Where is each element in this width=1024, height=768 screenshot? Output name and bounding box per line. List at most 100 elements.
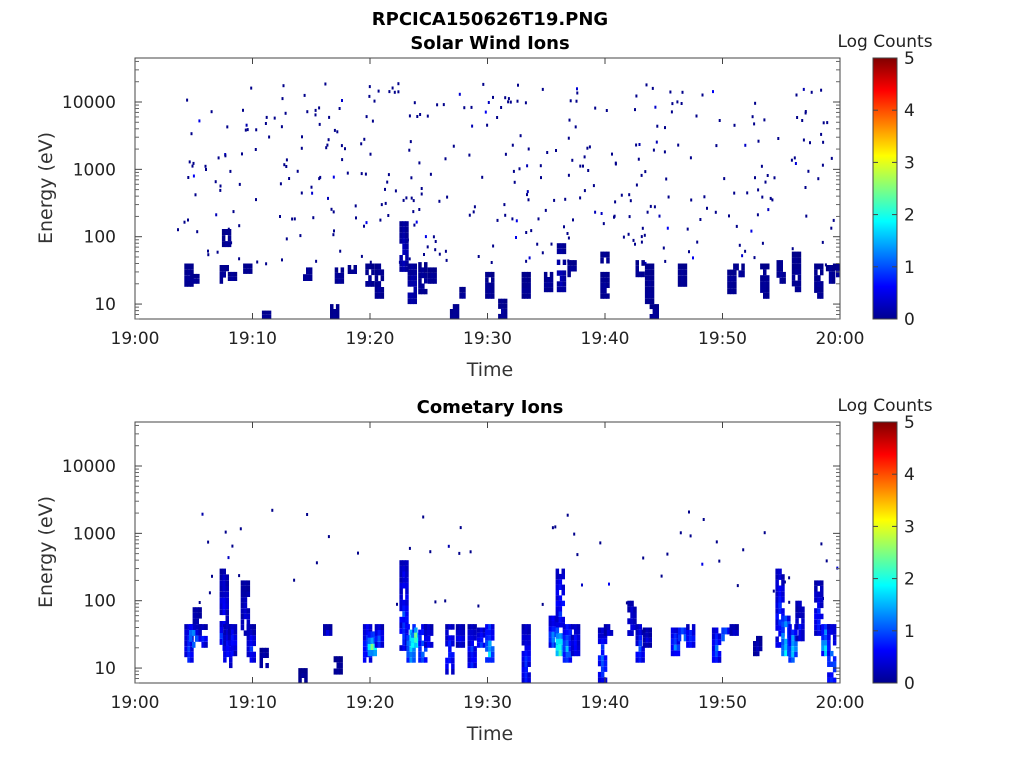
data-cell — [603, 293, 607, 299]
data-cell — [488, 651, 492, 658]
data-cell — [766, 275, 770, 282]
data-cell — [370, 650, 375, 657]
colorbar-tick-label: 3 — [904, 153, 915, 173]
data-cell — [367, 637, 372, 644]
data-cell — [570, 645, 575, 651]
data-cell — [521, 288, 526, 294]
data-cell — [556, 259, 561, 265]
data-cell — [600, 251, 604, 258]
data-cell — [670, 633, 675, 639]
data-cell — [576, 650, 581, 657]
data-cell — [255, 128, 258, 132]
data-cell — [562, 624, 567, 630]
data-cell — [586, 146, 589, 150]
colorbar-tick-label: 2 — [904, 570, 915, 590]
data-cell — [565, 624, 570, 630]
data-cell — [374, 630, 379, 636]
data-cell — [527, 198, 530, 202]
data-cell — [814, 281, 818, 287]
data-cell — [280, 125, 283, 129]
data-cell — [204, 164, 207, 168]
data-cell — [706, 206, 708, 210]
data-cell — [300, 146, 303, 150]
data-cell — [676, 100, 679, 104]
data-cell — [507, 100, 510, 104]
data-cell — [265, 115, 268, 119]
data-cell — [190, 640, 194, 647]
data-cell — [638, 629, 642, 636]
data-cell — [424, 624, 428, 630]
data-cell — [696, 240, 699, 244]
data-cell — [399, 599, 403, 606]
data-cell — [732, 624, 736, 630]
data-cell — [374, 635, 379, 642]
data-cell — [524, 666, 528, 673]
data-cell — [346, 171, 349, 175]
data-cell — [781, 585, 785, 592]
data-cell — [340, 267, 345, 273]
data-cell — [240, 597, 245, 603]
data-cell — [422, 515, 425, 519]
data-cell — [614, 200, 617, 204]
data-cell — [651, 86, 654, 90]
data-cell — [817, 292, 821, 299]
data-cell — [222, 603, 226, 610]
data-cell — [530, 229, 533, 233]
data-cell — [334, 272, 339, 279]
data-cell — [714, 656, 719, 663]
data-cell — [543, 277, 548, 283]
data-cell — [835, 270, 840, 278]
data-cell — [568, 624, 573, 630]
data-cell — [641, 657, 645, 663]
data-cell — [482, 82, 485, 86]
data-cell — [527, 624, 531, 630]
data-cell — [256, 260, 259, 264]
data-cell — [760, 164, 763, 168]
data-cell — [405, 594, 409, 600]
data-cell — [405, 565, 409, 572]
data-cell — [644, 280, 649, 287]
data-cell — [781, 633, 785, 639]
data-cell — [262, 647, 266, 653]
colorbar-tick-label: 2 — [904, 206, 915, 226]
data-cell — [555, 573, 560, 580]
data-cell — [418, 657, 422, 663]
data-cell — [399, 616, 403, 623]
data-cell — [225, 609, 229, 616]
data-cell — [406, 635, 410, 641]
data-cell — [405, 196, 408, 200]
data-cell — [402, 582, 406, 589]
data-cell — [638, 640, 642, 647]
data-cell — [603, 288, 607, 294]
data-cell — [820, 602, 824, 609]
data-cell — [418, 629, 422, 636]
data-cell — [524, 640, 528, 646]
data-cell — [221, 235, 226, 242]
data-cell — [775, 591, 779, 597]
data-cell — [438, 199, 441, 203]
data-cell — [198, 629, 202, 636]
y-tick-label: 10000 — [62, 93, 116, 113]
panel-title-solar-wind-ions: Solar Wind Ions — [410, 33, 569, 54]
data-cell — [521, 650, 526, 657]
data-cell — [782, 271, 786, 278]
data-cell — [444, 599, 447, 603]
data-cell — [445, 635, 449, 641]
data-cell — [527, 277, 531, 283]
data-cell — [314, 113, 317, 117]
data-cell — [240, 580, 245, 586]
data-cell — [620, 193, 623, 197]
data-cell — [567, 236, 570, 240]
data-cell — [467, 657, 471, 663]
data-cell — [184, 281, 188, 287]
x-tick-label: 19:00 — [111, 693, 160, 713]
data-cell — [219, 627, 224, 633]
data-cell — [410, 292, 414, 299]
data-cell — [445, 258, 448, 262]
data-cell — [650, 275, 655, 281]
data-cell — [753, 646, 757, 652]
data-cell — [354, 204, 357, 208]
data-cell — [814, 597, 818, 603]
data-cell — [728, 214, 730, 218]
data-cell — [405, 605, 409, 612]
